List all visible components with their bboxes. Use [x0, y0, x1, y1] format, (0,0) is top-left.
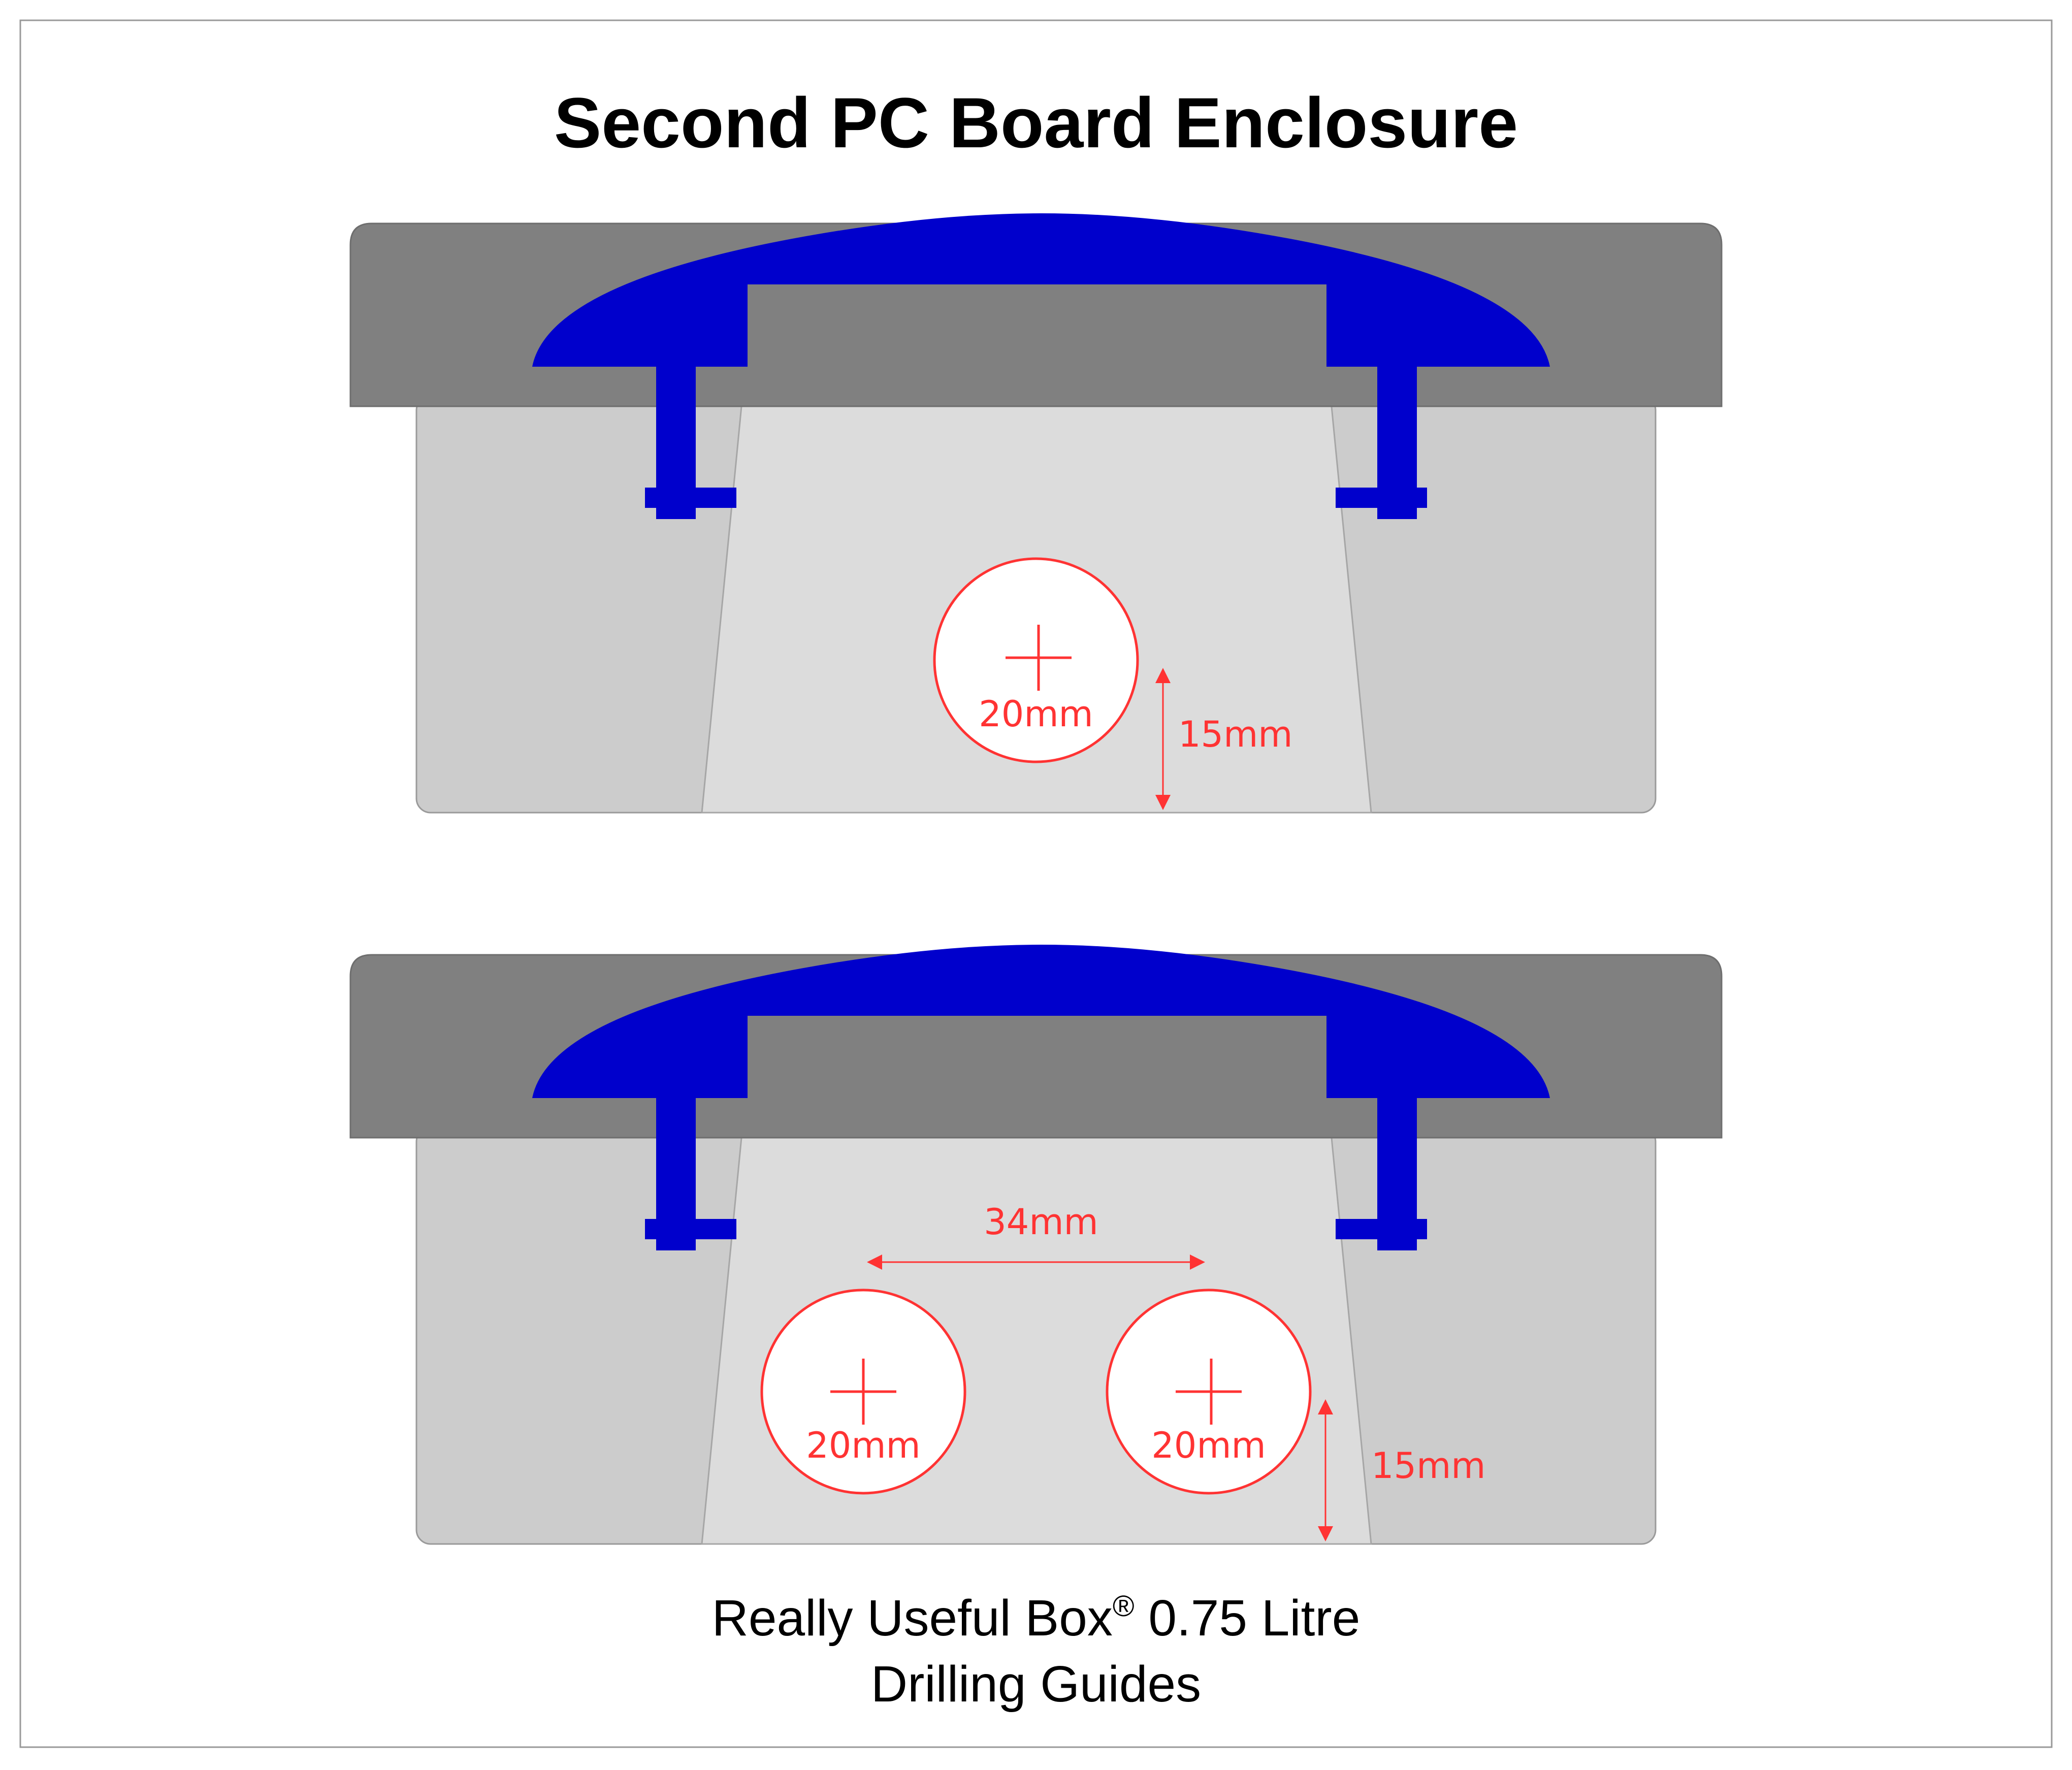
enclosure-guide-single-hole: 20mm 15mm: [349, 212, 1723, 814]
registered-mark: ®: [1113, 1590, 1135, 1623]
height-dimension: 15mm: [1318, 1399, 1485, 1541]
spacing-dimension-label: 34mm: [984, 1201, 1098, 1243]
hole-diameter-label: 20mm: [806, 1425, 920, 1466]
hole-marker: 20mm: [933, 557, 1139, 763]
spacing-dimension: 34mm: [867, 1201, 1205, 1270]
height-dimension-label: 15mm: [1178, 714, 1292, 755]
crosshair-icon: [1176, 1359, 1242, 1425]
height-dimension-label: 15mm: [1371, 1445, 1485, 1487]
hole-circle: [933, 557, 1139, 763]
crosshair-icon: [830, 1359, 896, 1425]
caption-line-1: Really Useful Box® 0.75 Litre: [712, 1590, 1361, 1647]
hole-diameter-label: 20mm: [979, 693, 1093, 735]
caption-volume: 0.75 Litre: [1135, 1590, 1361, 1647]
caption-product-name: Really Useful Box: [712, 1590, 1113, 1647]
hole-marker-right: 20mm: [1106, 1289, 1312, 1495]
diagram-title: Second PC Board Enclosure: [554, 83, 1518, 163]
enclosure-guide-double-hole: 34mm 20mm 20mm 15mm: [349, 944, 1723, 1545]
height-dimension: 15mm: [1155, 668, 1292, 810]
caption-line-2: Drilling Guides: [871, 1656, 1201, 1713]
crosshair-icon: [1006, 625, 1072, 691]
hole-marker-left: 20mm: [760, 1289, 966, 1495]
enclosure-box-bottom: [349, 944, 1723, 1545]
hole-diameter-label: 20mm: [1151, 1425, 1266, 1466]
